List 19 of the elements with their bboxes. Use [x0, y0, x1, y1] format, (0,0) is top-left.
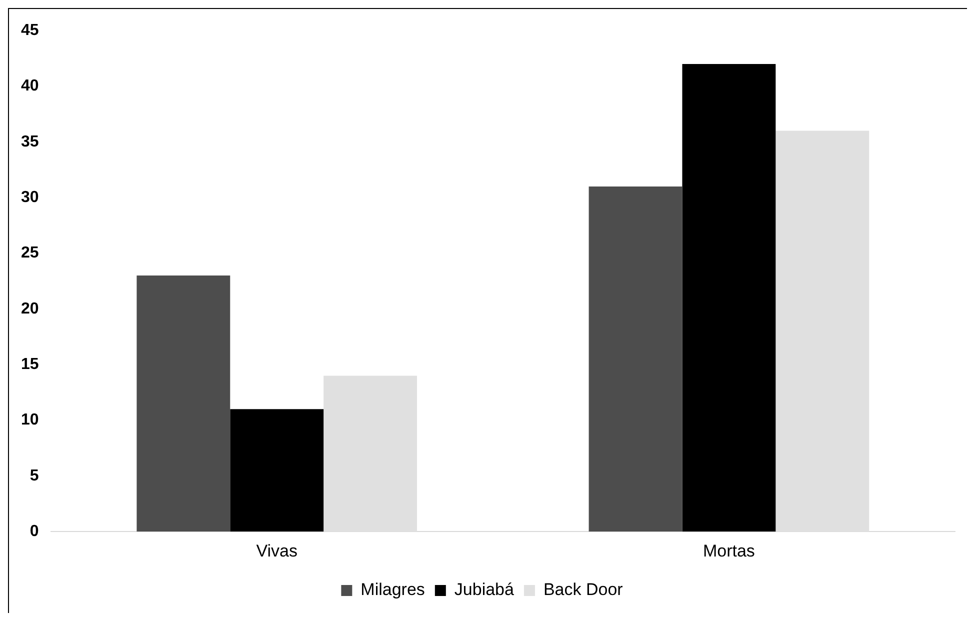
bar	[230, 409, 324, 532]
y-tick-label: 40	[21, 78, 39, 95]
legend-label: Milagres	[360, 580, 425, 600]
bar	[136, 276, 230, 532]
y-tick-label: 10	[21, 412, 39, 429]
x-tick-label: Mortas	[702, 541, 755, 560]
x-tick-label: Vivas	[256, 541, 298, 560]
y-tick-label: 45	[21, 22, 39, 40]
bar	[588, 186, 682, 532]
y-tick-label: 0	[30, 523, 39, 540]
y-tick-label: 15	[21, 356, 39, 374]
y-tick-label: 30	[21, 189, 39, 206]
y-tick-label: 20	[21, 300, 39, 318]
bar	[682, 64, 776, 532]
legend-label: Back Door	[543, 580, 624, 600]
y-tick-label: 35	[21, 133, 39, 150]
y-tick-label: 5	[30, 467, 39, 484]
legend-label: Jubiabá	[454, 580, 515, 600]
y-tick-label: 25	[21, 244, 39, 262]
